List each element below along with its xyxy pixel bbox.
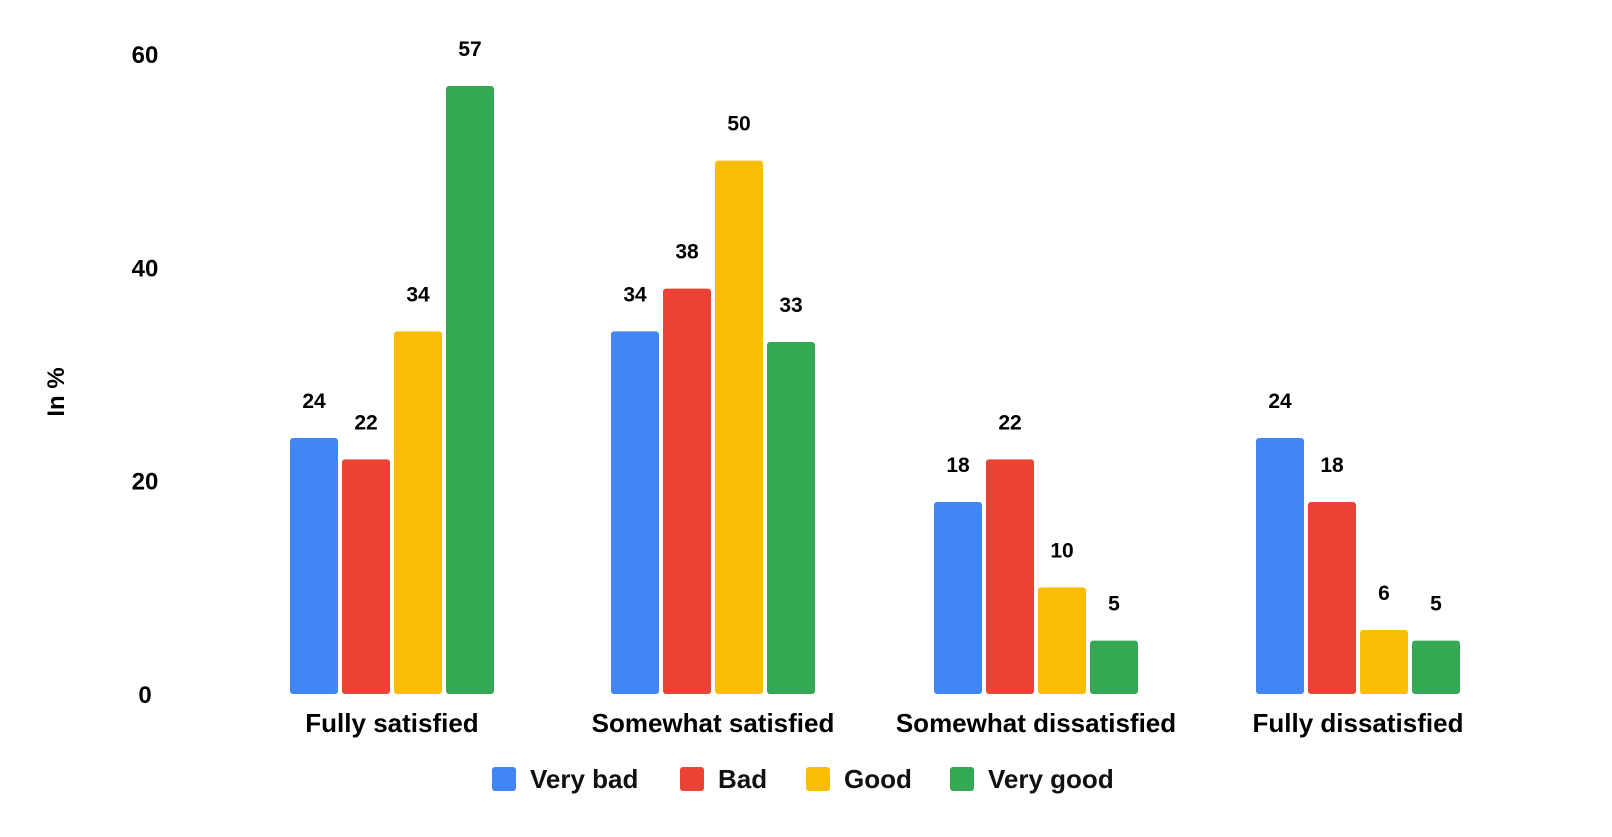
legend-label: Bad xyxy=(718,764,767,794)
data-label: 18 xyxy=(1320,454,1344,477)
bar[interactable] xyxy=(290,438,338,694)
x-category-label: Fully dissatisfied xyxy=(1253,708,1464,738)
legend-swatch xyxy=(680,767,704,791)
data-label: 10 xyxy=(1050,539,1073,562)
y-axis-label: In % xyxy=(43,367,70,416)
y-tick-label: 40 xyxy=(132,255,159,282)
x-axis: Fully satisfied Somewhat satisfied Somewha… xyxy=(305,708,1463,738)
legend-swatch xyxy=(950,767,974,791)
data-label: 24 xyxy=(1268,390,1292,413)
legend: Very bad Bad Good Very good xyxy=(492,764,1114,794)
y-tick-label: 60 xyxy=(132,42,159,69)
bar[interactable] xyxy=(446,86,494,694)
bar[interactable] xyxy=(1412,640,1460,694)
legend-item[interactable]: Very good xyxy=(950,764,1114,794)
legend-label: Very good xyxy=(988,764,1114,794)
data-label: 33 xyxy=(779,294,802,317)
bar[interactable] xyxy=(767,342,815,694)
data-label: 6 xyxy=(1378,582,1390,605)
data-label: 22 xyxy=(354,411,377,434)
bar[interactable] xyxy=(611,331,659,694)
bars-group xyxy=(290,86,1460,694)
data-label: 24 xyxy=(302,390,326,413)
legend-label: Good xyxy=(844,764,912,794)
data-label: 5 xyxy=(1430,593,1442,616)
data-label: 38 xyxy=(675,241,699,264)
bar[interactable] xyxy=(1038,587,1086,694)
data-label: 5 xyxy=(1108,593,1120,616)
bar[interactable] xyxy=(715,160,763,694)
legend-label: Very bad xyxy=(530,764,638,794)
data-label: 57 xyxy=(458,38,481,61)
y-tick-label: 20 xyxy=(132,469,159,496)
bar[interactable] xyxy=(1256,438,1304,694)
y-tick-label: 0 xyxy=(138,682,151,709)
legend-item[interactable]: Good xyxy=(806,764,912,794)
data-label: 50 xyxy=(727,113,750,136)
legend-swatch xyxy=(806,767,830,791)
x-category-label: Somewhat dissatisfied xyxy=(896,708,1176,738)
data-label: 18 xyxy=(946,454,970,477)
y-axis: 0 20 40 60 xyxy=(132,42,159,709)
data-label: 34 xyxy=(623,283,647,306)
bar[interactable] xyxy=(934,502,982,694)
bar[interactable] xyxy=(1360,630,1408,694)
legend-item[interactable]: Bad xyxy=(680,764,767,794)
data-label: 22 xyxy=(998,411,1021,434)
data-label: 34 xyxy=(406,283,430,306)
legend-swatch xyxy=(492,767,516,791)
bar[interactable] xyxy=(394,331,442,694)
bar[interactable] xyxy=(663,288,711,694)
bar[interactable] xyxy=(986,459,1034,694)
legend-item[interactable]: Very bad xyxy=(492,764,638,794)
bar[interactable] xyxy=(1308,502,1356,694)
x-category-label: Fully satisfied xyxy=(305,708,478,738)
x-category-label: Somewhat satisfied xyxy=(592,708,835,738)
data-labels-group: 24 22 34 57 34 38 50 33 18 22 10 5 24 18 6 5 xyxy=(302,38,1442,616)
bar[interactable] xyxy=(342,459,390,694)
bar[interactable] xyxy=(1090,640,1138,694)
